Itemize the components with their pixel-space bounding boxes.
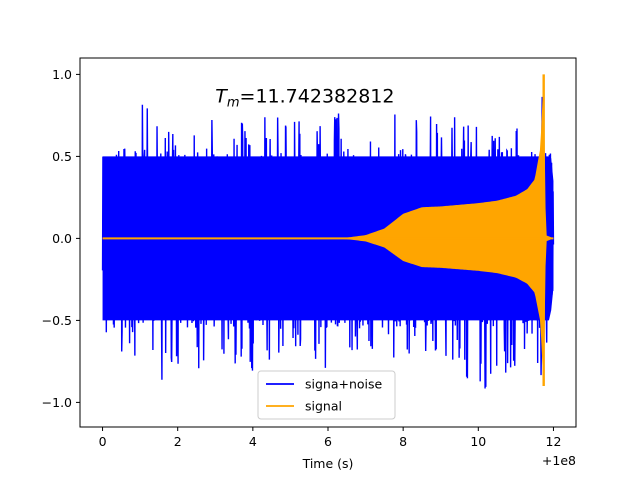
annotation-symbol: T bbox=[215, 85, 228, 107]
x-tick-label: 4 bbox=[249, 434, 257, 449]
x-tick-label: 8 bbox=[399, 434, 407, 449]
legend-label-signal: signal bbox=[305, 399, 342, 414]
y-tick-label: −0.5 bbox=[42, 313, 72, 328]
x-axis-label: Time (s) bbox=[302, 456, 354, 471]
x-tick-label: 2 bbox=[174, 434, 182, 449]
series-envelope-signal bbox=[102, 82, 554, 382]
x-tick-label: 6 bbox=[324, 434, 332, 449]
x-axis-offset-label: +1e8 bbox=[542, 453, 576, 468]
y-tick-label: 0.0 bbox=[52, 231, 72, 246]
y-tick-label: 0.5 bbox=[52, 149, 72, 164]
y-tick-label: 1.0 bbox=[52, 67, 72, 82]
annotation-subscript: m bbox=[227, 95, 240, 110]
y-axis-ticks: −1.0 −0.5 0.0 0.5 1.0 bbox=[42, 67, 80, 410]
signal-series-layer bbox=[102, 74, 554, 386]
x-tick-label: 0 bbox=[99, 434, 107, 449]
x-tick-label: 10 bbox=[470, 434, 486, 449]
legend: signa+noise signal bbox=[257, 370, 396, 420]
x-axis-ticks: 0 2 4 6 8 10 12 bbox=[99, 427, 562, 449]
annotation-value: =11.742382812 bbox=[240, 85, 395, 107]
y-tick-label: −1.0 bbox=[42, 395, 72, 410]
annotation-tm: Tm=11.742382812 bbox=[215, 85, 394, 110]
legend-box bbox=[257, 370, 396, 420]
x-tick-label: 12 bbox=[546, 434, 562, 449]
legend-label-signa-noise: signa+noise bbox=[305, 377, 383, 392]
